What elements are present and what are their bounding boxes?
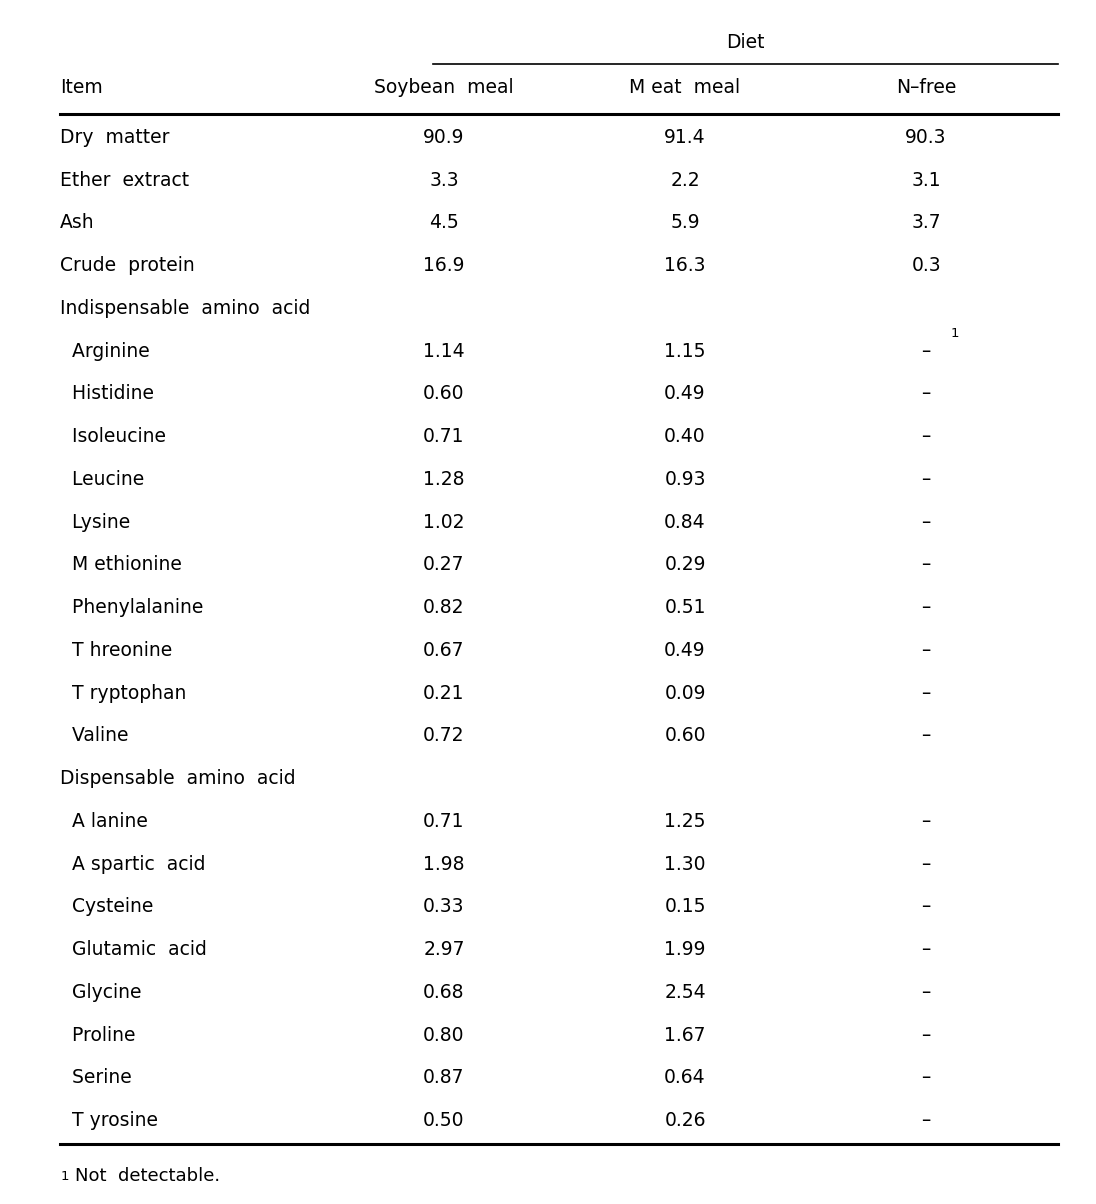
- Text: 2.54: 2.54: [664, 982, 706, 1002]
- Text: 0.64: 0.64: [664, 1068, 706, 1087]
- Text: T hreonine: T hreonine: [60, 641, 172, 660]
- Text: 16.3: 16.3: [664, 256, 706, 276]
- Text: 1.25: 1.25: [664, 811, 706, 831]
- Text: 0.09: 0.09: [664, 684, 706, 703]
- Text: 0.87: 0.87: [423, 1068, 465, 1087]
- Text: 1: 1: [60, 1169, 69, 1182]
- Text: –: –: [922, 641, 931, 660]
- Text: 1.99: 1.99: [664, 940, 706, 960]
- Text: 0.21: 0.21: [423, 684, 465, 703]
- Text: 0.71: 0.71: [423, 427, 465, 447]
- Text: Proline: Proline: [60, 1026, 136, 1045]
- Text: 3.3: 3.3: [429, 171, 459, 190]
- Text: 1.98: 1.98: [423, 855, 465, 874]
- Text: 90.3: 90.3: [905, 128, 947, 147]
- Text: 1.67: 1.67: [664, 1026, 706, 1045]
- Text: –: –: [922, 811, 931, 831]
- Text: Soybean  meal: Soybean meal: [374, 77, 514, 96]
- Text: 3.1: 3.1: [911, 171, 941, 190]
- Text: Not  detectable.: Not detectable.: [75, 1167, 219, 1185]
- Text: 0.60: 0.60: [664, 726, 706, 745]
- Text: Glycine: Glycine: [60, 982, 141, 1002]
- Text: 0.40: 0.40: [664, 427, 706, 447]
- Text: Lysine: Lysine: [60, 513, 130, 532]
- Text: Leucine: Leucine: [60, 470, 145, 489]
- Text: Indispensable  amino  acid: Indispensable amino acid: [60, 299, 310, 318]
- Text: 1.14: 1.14: [423, 342, 465, 361]
- Text: 0.26: 0.26: [664, 1111, 706, 1131]
- Text: M ethionine: M ethionine: [60, 555, 182, 574]
- Text: –: –: [922, 342, 931, 361]
- Text: Item: Item: [60, 77, 103, 96]
- Text: Histidine: Histidine: [60, 384, 155, 403]
- Text: –: –: [922, 940, 931, 960]
- Text: 0.80: 0.80: [423, 1026, 465, 1045]
- Text: 3.7: 3.7: [911, 213, 941, 232]
- Text: –: –: [922, 982, 931, 1002]
- Text: A spartic  acid: A spartic acid: [60, 855, 206, 874]
- Text: 0.29: 0.29: [664, 555, 706, 574]
- Text: 4.5: 4.5: [429, 213, 459, 232]
- Text: 91.4: 91.4: [664, 128, 706, 147]
- Text: –: –: [922, 1068, 931, 1087]
- Text: 0.71: 0.71: [423, 811, 465, 831]
- Text: –: –: [922, 726, 931, 745]
- Text: Valine: Valine: [60, 726, 129, 745]
- Text: 0.84: 0.84: [664, 513, 706, 532]
- Text: 0.72: 0.72: [423, 726, 465, 745]
- Text: 0.68: 0.68: [423, 982, 465, 1002]
- Text: 2.2: 2.2: [670, 171, 700, 190]
- Text: Isoleucine: Isoleucine: [60, 427, 167, 447]
- Text: Glutamic  acid: Glutamic acid: [60, 940, 207, 960]
- Text: –: –: [922, 684, 931, 703]
- Text: 90.9: 90.9: [423, 128, 465, 147]
- Text: Phenylalanine: Phenylalanine: [60, 598, 204, 618]
- Text: 5.9: 5.9: [670, 213, 700, 232]
- Text: Crude  protein: Crude protein: [60, 256, 195, 276]
- Text: 1.02: 1.02: [423, 513, 465, 532]
- Text: 0.15: 0.15: [664, 897, 706, 916]
- Text: 0.60: 0.60: [423, 384, 465, 403]
- Text: 1.30: 1.30: [664, 855, 706, 874]
- Text: Cysteine: Cysteine: [60, 897, 153, 916]
- Text: N–free: N–free: [895, 77, 957, 96]
- Text: Serine: Serine: [60, 1068, 132, 1087]
- Text: –: –: [922, 855, 931, 874]
- Text: –: –: [922, 384, 931, 403]
- Text: –: –: [922, 1026, 931, 1045]
- Text: T yrosine: T yrosine: [60, 1111, 158, 1131]
- Text: Ether  extract: Ether extract: [60, 171, 190, 190]
- Text: 16.9: 16.9: [423, 256, 465, 276]
- Text: 0.49: 0.49: [664, 384, 706, 403]
- Text: –: –: [922, 555, 931, 574]
- Text: Arginine: Arginine: [60, 342, 150, 361]
- Text: 0.49: 0.49: [664, 641, 706, 660]
- Text: 1.15: 1.15: [664, 342, 706, 361]
- Text: A lanine: A lanine: [60, 811, 148, 831]
- Text: 0.67: 0.67: [423, 641, 465, 660]
- Text: –: –: [922, 897, 931, 916]
- Text: –: –: [922, 513, 931, 532]
- Text: –: –: [922, 1111, 931, 1131]
- Text: 2.97: 2.97: [423, 940, 465, 960]
- Text: 0.3: 0.3: [911, 256, 941, 276]
- Text: –: –: [922, 598, 931, 618]
- Text: T ryptophan: T ryptophan: [60, 684, 186, 703]
- Text: 1: 1: [950, 326, 959, 340]
- Text: 0.33: 0.33: [423, 897, 465, 916]
- Text: 0.93: 0.93: [664, 470, 706, 489]
- Text: 1.28: 1.28: [423, 470, 465, 489]
- Text: Diet: Diet: [726, 33, 765, 52]
- Text: Dispensable  amino  acid: Dispensable amino acid: [60, 769, 296, 789]
- Text: 0.51: 0.51: [664, 598, 706, 618]
- Text: 0.50: 0.50: [423, 1111, 465, 1131]
- Text: M eat  meal: M eat meal: [629, 77, 741, 96]
- Text: –: –: [922, 427, 931, 447]
- Text: Dry  matter: Dry matter: [60, 128, 170, 147]
- Text: –: –: [922, 470, 931, 489]
- Text: 0.27: 0.27: [423, 555, 465, 574]
- Text: Ash: Ash: [60, 213, 95, 232]
- Text: 0.82: 0.82: [423, 598, 465, 618]
